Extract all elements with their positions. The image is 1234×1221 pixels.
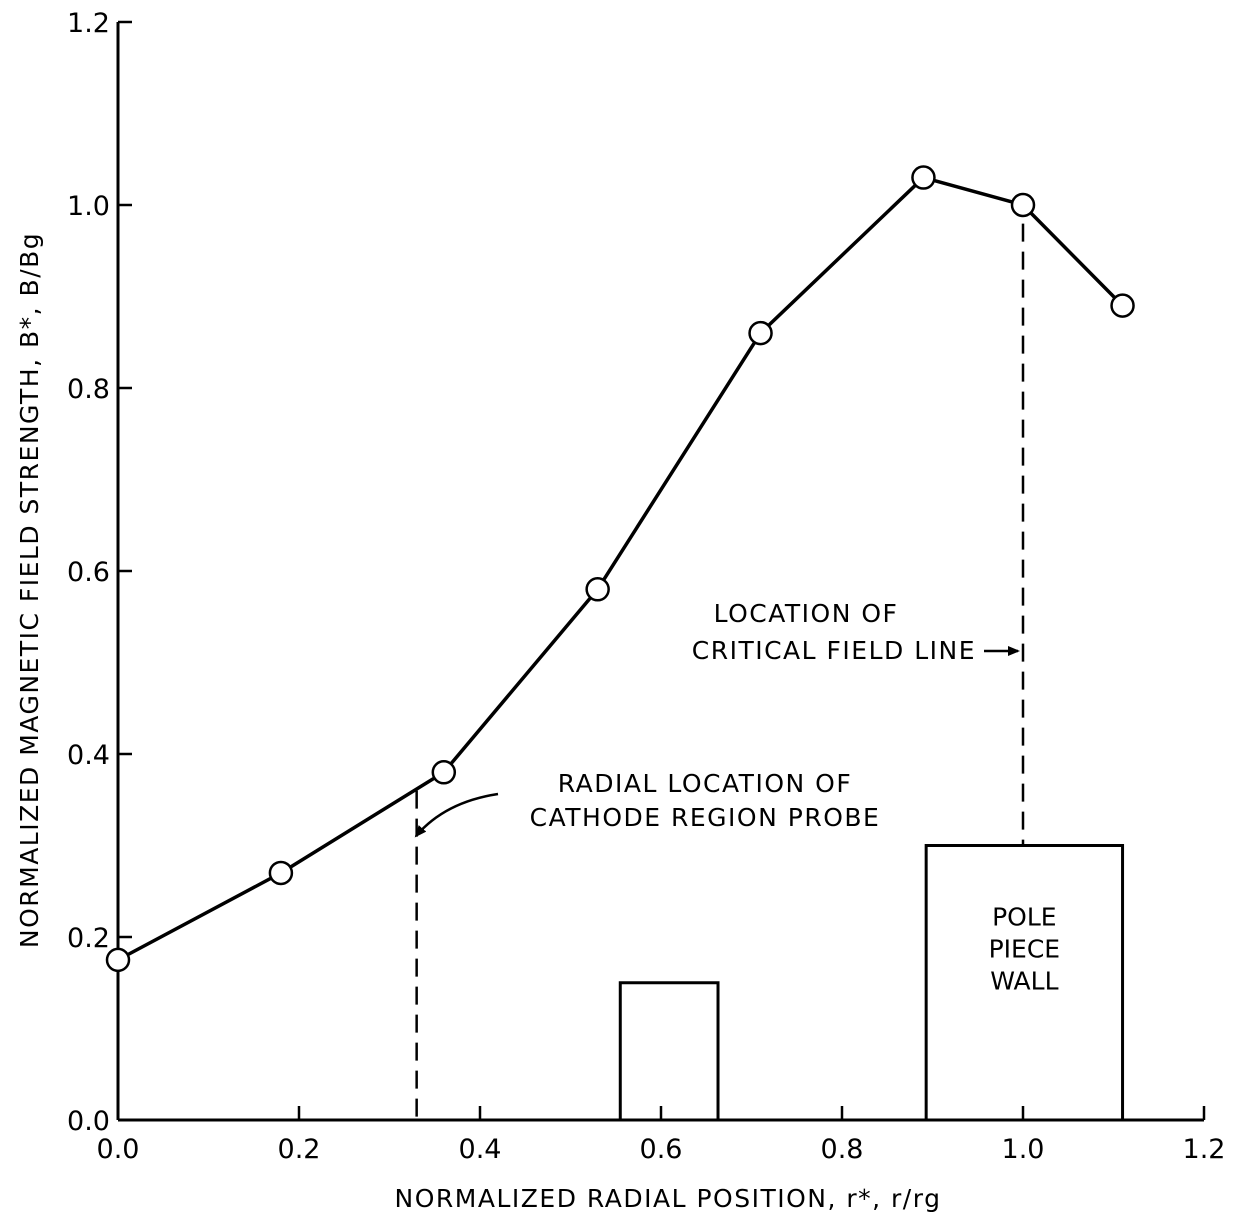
x-tick-label: 0.0 <box>97 1134 140 1165</box>
reference-lines <box>415 223 1025 1120</box>
x-tick-label: 0.6 <box>640 1134 683 1165</box>
x-tick-label: 0.2 <box>278 1134 321 1165</box>
y-tick-label: 0.4 <box>67 740 110 771</box>
data-point <box>105 947 131 973</box>
ticks <box>116 20 1206 1122</box>
box-label: WALL <box>990 967 1058 996</box>
data-point <box>431 760 457 785</box>
y-tick-label: 0.0 <box>67 1106 110 1137</box>
annotation-critical-text: LOCATION OF <box>714 599 899 628</box>
x-tick-label: 0.8 <box>821 1134 864 1165</box>
pole-piece-wall-box <box>924 844 1125 1122</box>
data-point <box>1110 293 1135 318</box>
annotation-critical-text: CRITICAL FIELD LINE <box>692 636 976 665</box>
x-axis-title: NORMALIZED RADIAL POSITION, r*, r/rg <box>395 1184 942 1213</box>
data-point <box>585 577 610 602</box>
x-tick-label: 1.2 <box>1183 1134 1226 1165</box>
series <box>105 165 1135 973</box>
series-line <box>117 175 1124 962</box>
y-tick-label: 1.2 <box>67 8 110 39</box>
box-label: PIECE <box>989 935 1061 964</box>
data-point <box>911 165 936 190</box>
tick-labels: 0.0 0.2 0.4 0.6 0.8 1.0 1.2 0.0 0.2 0.4 0.6 0.8 1.0 1… <box>67 8 1225 1165</box>
y-tick-label: 0.2 <box>67 923 110 954</box>
y-tick-label: 1.0 <box>67 191 110 222</box>
x-tick-label: 0.4 <box>459 1134 502 1165</box>
x-tick-label: 1.0 <box>1002 1134 1045 1165</box>
y-tick-label: 0.8 <box>67 374 110 405</box>
shapes: POLE PIECE WALL <box>618 844 1125 1122</box>
annotation-probe-text: CATHODE REGION PROBE <box>530 803 881 832</box>
annotations: RADIAL LOCATION OF CATHODE REGION PROBE LO… <box>414 599 1020 838</box>
box-label: POLE <box>992 903 1056 932</box>
inner-block-box <box>618 981 720 1122</box>
data-point <box>748 320 773 346</box>
y-axis-title: NORMALIZED MAGNETIC FIELD STRENGTH, B*, … <box>15 232 44 948</box>
data-point <box>268 860 294 886</box>
data-point <box>1010 192 1036 218</box>
annotation-probe-text: RADIAL LOCATION OF <box>558 769 852 798</box>
annotation-arrow-probe <box>414 792 499 838</box>
y-tick-label: 0.6 <box>67 557 110 588</box>
